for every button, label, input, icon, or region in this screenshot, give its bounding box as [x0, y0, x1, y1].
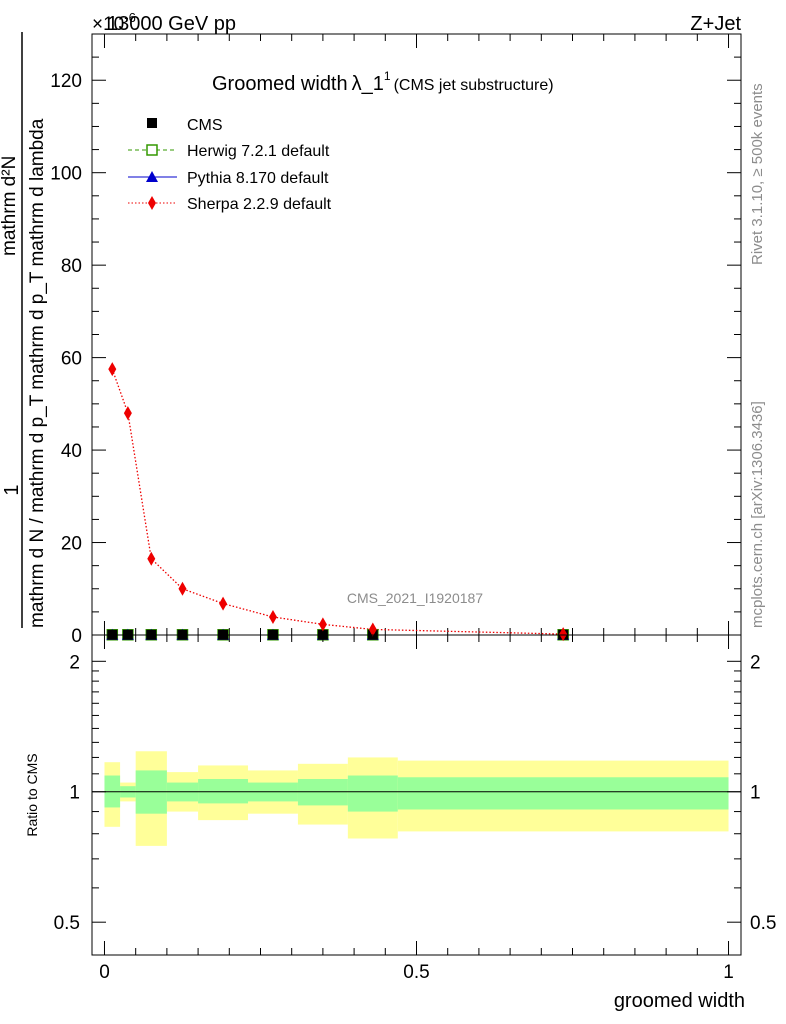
sherpa-point	[147, 551, 156, 566]
x-tick-labels: 0 0.5 1	[99, 962, 734, 983]
legend: CMS Herwig 7.2.1 default Pythia 8.170 de…	[128, 117, 332, 213]
ratio-ticks	[92, 635, 741, 955]
ratio-stat-band	[397, 777, 729, 810]
sherpa-legend-label: Sherpa 2.2.9 default	[187, 196, 332, 213]
main-ylabel-numerator: mathrm d²N	[0, 156, 20, 256]
legend-item-pythia: Pythia 8.170 default	[128, 170, 329, 187]
ratio-ylabel: Ratio to CMS	[24, 753, 40, 836]
sherpa-point	[318, 617, 327, 632]
main-ytick-label: 80	[61, 256, 82, 277]
herwig-legend-label: Herwig 7.2.1 default	[187, 143, 330, 160]
main-ytick-label: 40	[61, 441, 82, 462]
herwig-legend-marker	[146, 144, 158, 156]
sherpa-point	[268, 609, 277, 624]
main-ytick-labels: 0 20 40 60 80 100 120	[50, 71, 82, 647]
ratio-stat-band	[198, 779, 249, 804]
sherpa-point	[123, 406, 132, 421]
ratio-bands	[104, 751, 729, 846]
sherpa-line-path	[111, 368, 564, 635]
sherpa-point	[559, 627, 568, 642]
ratio-ytick-label-left: 1	[69, 783, 80, 804]
ratio-ytick-label-left: 0.5	[54, 913, 80, 934]
cms-legend-label: CMS	[187, 117, 223, 134]
main-markers	[106, 362, 570, 642]
pythia-legend-marker	[146, 171, 158, 182]
watermark: CMS_2021_I1920187	[347, 590, 483, 606]
sherpa-series-line	[111, 368, 564, 635]
chart-title: Groomed width λ_11(CMS jet substructure)	[212, 69, 554, 95]
main-ytick-label: 0	[71, 626, 82, 647]
legend-item-cms: CMS	[147, 117, 223, 134]
ratio-ytick-label-right: 0.5	[750, 913, 776, 934]
main-ytick-label: 120	[50, 71, 82, 92]
main-ytick-label: 60	[61, 349, 82, 370]
ratio-stat-band	[347, 775, 398, 812]
process-label: Z+Jet	[690, 13, 741, 35]
x-axis-label: groomed width	[614, 990, 745, 1012]
main-ytick-label: 20	[61, 534, 82, 555]
main-ytick-label: 100	[50, 164, 82, 185]
main-ylabel: 1 mathrm d N / mathrm d p_T mathrm d p_T…	[0, 32, 48, 628]
legend-item-sherpa: Sherpa 2.2.9 default	[128, 196, 332, 213]
cms-legend-marker	[147, 118, 157, 128]
legend-item-herwig: Herwig 7.2.1 default	[128, 143, 330, 160]
sherpa-point	[368, 622, 377, 637]
exponent-label: ×10-6	[92, 10, 136, 35]
sherpa-point	[219, 596, 228, 611]
main-panel: 0 20 40 60 80 100 120 Groomed width λ_11(CMS je…	[50, 33, 742, 647]
sherpa-legend-marker	[148, 196, 156, 210]
main-ylabel-one: 1	[1, 484, 23, 495]
pythia-legend-label: Pythia 8.170 default	[187, 170, 329, 187]
sherpa-point	[108, 362, 117, 377]
ratio-ytick-label-right: 1	[750, 783, 761, 804]
x-tick-label: 0.5	[403, 962, 429, 983]
x-tick-label: 0	[99, 962, 110, 983]
main-ylabel-denominator: mathrm d N / mathrm d p_T mathrm d p_T m…	[27, 118, 48, 628]
rivet-label: Rivet 3.1.10, ≥ 500k events	[749, 83, 766, 265]
sherpa-point	[178, 581, 187, 596]
ratio-ytick-label-left: 2	[69, 652, 80, 673]
mcplots-label: mcplots.cern.ch [arXiv:1306.3436]	[749, 401, 766, 628]
ratio-panel: 0.5 0.51 12 2 0 0.5 1 Ratio to CMS groomed wi…	[24, 634, 777, 1012]
ratio-ytick-label-right: 2	[750, 652, 761, 673]
x-tick-label: 1	[723, 962, 734, 983]
energy-label: 13000 GeV pp	[107, 13, 236, 35]
ratio-ytick-labels: 0.5 0.5 1 1 2 2	[54, 652, 777, 934]
